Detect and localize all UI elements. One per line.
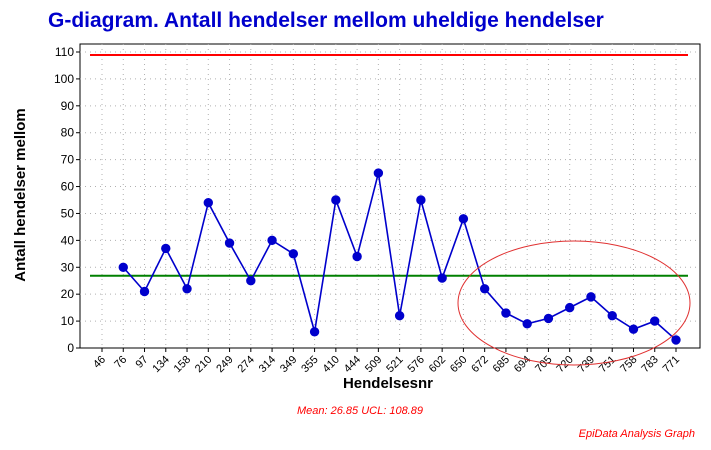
data-point xyxy=(607,311,617,321)
x-tick-label: 314 xyxy=(257,354,278,375)
credit-text: EpiData Analysis Graph xyxy=(579,428,695,440)
data-point xyxy=(352,251,362,262)
data-point xyxy=(331,195,341,205)
y-tick-label: 90 xyxy=(61,99,75,113)
data-point xyxy=(543,313,554,324)
data-point xyxy=(671,335,681,345)
x-tick-label: 783 xyxy=(639,354,660,375)
data-point xyxy=(522,319,532,329)
x-tick-label: 751 xyxy=(597,354,618,375)
x-tick-label: 134 xyxy=(150,354,171,375)
data-point xyxy=(628,324,639,334)
data-point xyxy=(650,316,660,326)
data-point xyxy=(161,243,171,254)
x-tick-label: 46 xyxy=(91,354,108,371)
data-point xyxy=(118,262,128,272)
data-point xyxy=(586,292,596,302)
x-tick-label: 76 xyxy=(112,354,129,371)
x-tick-label: 576 xyxy=(406,354,427,375)
x-tick-label: 97 xyxy=(133,354,150,371)
x-tick-label: 158 xyxy=(172,354,193,375)
chart-title: G-diagram. Antall hendelser mellom uheld… xyxy=(48,9,604,32)
data-point xyxy=(458,214,469,224)
y-tick-label: 20 xyxy=(61,287,75,301)
y-tick-label: 70 xyxy=(61,153,75,167)
data-point xyxy=(416,195,426,205)
y-tick-label: 30 xyxy=(61,260,75,274)
data-point xyxy=(288,249,299,259)
data-point xyxy=(373,168,384,178)
y-tick-label: 100 xyxy=(54,72,74,86)
y-tick-label: 50 xyxy=(61,206,75,220)
data-point xyxy=(203,197,213,208)
x-tick-label: 355 xyxy=(299,354,320,375)
y-tick-label: 10 xyxy=(61,314,75,328)
data-point xyxy=(309,327,320,337)
y-tick-label: 40 xyxy=(61,233,75,247)
x-tick-label: 410 xyxy=(321,354,342,375)
y-tick-label: 0 xyxy=(67,341,74,355)
data-point xyxy=(182,284,192,294)
x-tick-label: 758 xyxy=(618,354,639,375)
x-tick-label: 210 xyxy=(193,354,214,375)
data-point xyxy=(437,273,447,283)
x-tick-label: 650 xyxy=(448,354,469,375)
x-tick-label: 349 xyxy=(278,354,299,375)
data-point xyxy=(246,276,256,286)
mean-ucl-annotation: Mean: 26.85 UCL: 108.89 xyxy=(297,405,423,417)
y-tick-label: 110 xyxy=(55,45,74,59)
data-point xyxy=(267,235,277,246)
data-point xyxy=(565,302,575,313)
data-point xyxy=(224,238,235,248)
data-point xyxy=(139,286,150,297)
x-tick-label: 444 xyxy=(342,354,363,375)
data-point xyxy=(394,311,405,321)
x-tick-label: 249 xyxy=(214,354,235,375)
x-tick-label: 602 xyxy=(427,354,448,375)
data-point xyxy=(479,284,490,294)
y-tick-label: 80 xyxy=(61,126,75,140)
y-tick-label: 60 xyxy=(61,180,75,194)
x-tick-label: 521 xyxy=(384,354,405,375)
data-point xyxy=(501,308,511,318)
x-axis-title: Hendelsesnr xyxy=(343,375,433,392)
x-tick-label: 274 xyxy=(235,354,256,375)
highlight-ellipse xyxy=(457,240,691,366)
plot-frame xyxy=(79,43,701,349)
x-tick-label: 685 xyxy=(491,354,512,375)
x-tick-label: 672 xyxy=(469,354,490,375)
x-tick-label: 771 xyxy=(661,354,682,375)
y-axis-title: Antall hendelser mellom xyxy=(12,108,29,281)
x-tick-label: 509 xyxy=(363,354,384,375)
